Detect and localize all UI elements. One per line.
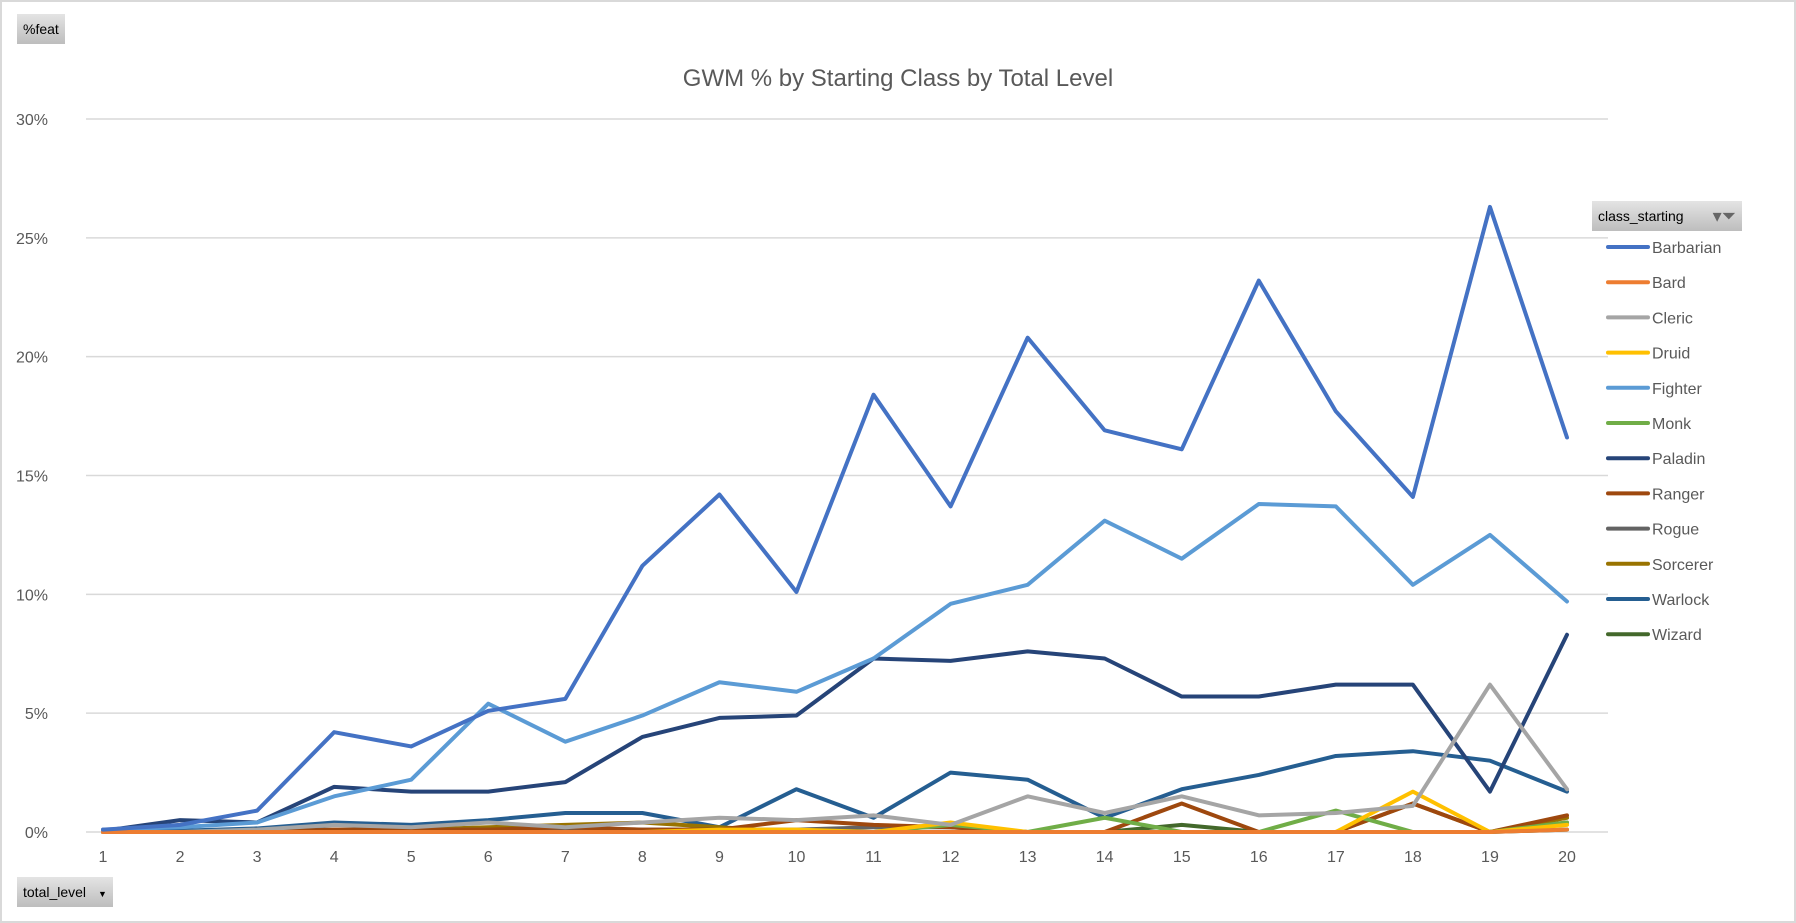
legend-item-wizard[interactable]: Wizard [1606,627,1702,644]
x-tick-label: 11 [865,849,882,866]
x-tick-label: 7 [561,849,570,866]
legend-label: Rogue [1652,522,1699,539]
x-tick-label: 2 [176,849,185,866]
filter-icon: ▾⏷ [1712,206,1736,226]
legend-label: Monk [1652,416,1692,433]
x-tick-label: 13 [1019,849,1037,866]
x-tick-label: 19 [1481,849,1499,866]
series-line-barbarian [101,204,1569,832]
value-field-button[interactable]: %feat [17,14,65,44]
legend-item-sorcerer[interactable]: Sorcerer [1606,557,1714,574]
x-tick-label: 14 [1096,849,1114,866]
legend-item-monk[interactable]: Monk [1606,416,1692,433]
legend-item-rogue[interactable]: Rogue [1606,522,1699,539]
axis-field-label: total_level [23,884,87,900]
dropdown-arrow-icon: ▼ [97,889,107,899]
x-tick-label: 5 [407,849,416,866]
legend-item-bard[interactable]: Bard [1606,275,1686,292]
x-tick-label: 12 [942,849,960,866]
series-line-fighter [101,502,1569,832]
x-tick-label: 15 [1173,849,1191,866]
legend-label: Wizard [1652,627,1702,644]
legend-item-paladin[interactable]: Paladin [1606,451,1705,468]
x-tick-label: 6 [484,849,493,866]
legend-label: Ranger [1652,486,1705,503]
series-line-warlock [101,749,1569,834]
y-tick-label: 20% [16,350,48,367]
x-tick-label: 20 [1558,849,1576,866]
y-tick-label: 25% [16,231,48,248]
chart-title: GWM % by Starting Class by Total Level [683,65,1113,92]
legend-item-ranger[interactable]: Ranger [1606,486,1705,503]
series-line-paladin [101,632,1569,833]
legend-field-button[interactable]: class_starting ▾⏷ [1592,201,1742,231]
x-tick-label: 18 [1404,849,1422,866]
legend-label: Barbarian [1652,240,1721,257]
legend-label: Paladin [1652,451,1705,468]
legend-label: Warlock [1652,592,1710,609]
value-field-label: %feat [23,21,59,37]
x-tick-label: 4 [330,849,339,866]
x-tick-label: 9 [715,849,724,866]
legend-item-fighter[interactable]: Fighter [1606,381,1702,398]
y-tick-label: 5% [25,706,48,723]
x-tick-label: 16 [1250,849,1268,866]
y-tick-label: 0% [25,825,48,842]
y-tick-label: 30% [16,112,48,129]
x-tick-label: 3 [253,849,262,866]
legend-item-warlock[interactable]: Warlock [1606,592,1710,609]
axis-field-button[interactable]: total_level ▼ [17,877,113,907]
series-line-cleric [101,682,1569,834]
legend-label: Sorcerer [1652,557,1714,574]
legend-item-barbarian[interactable]: Barbarian [1606,240,1721,257]
y-tick-label: 15% [16,469,48,486]
x-tick-label: 8 [638,849,647,866]
series-line-bard [101,827,1569,834]
legend-item-druid[interactable]: Druid [1606,346,1690,363]
legend-label: Fighter [1652,381,1702,398]
legend-label: Cleric [1652,310,1693,327]
y-tick-label: 10% [16,587,48,604]
legend-field-label: class_starting [1598,208,1684,224]
legend-item-cleric[interactable]: Cleric [1606,310,1693,327]
legend-label: Bard [1652,275,1686,292]
x-tick-label: 1 [99,849,108,866]
x-tick-label: 17 [1327,849,1345,866]
legend-label: Druid [1652,346,1690,363]
x-tick-label: 10 [788,849,806,866]
